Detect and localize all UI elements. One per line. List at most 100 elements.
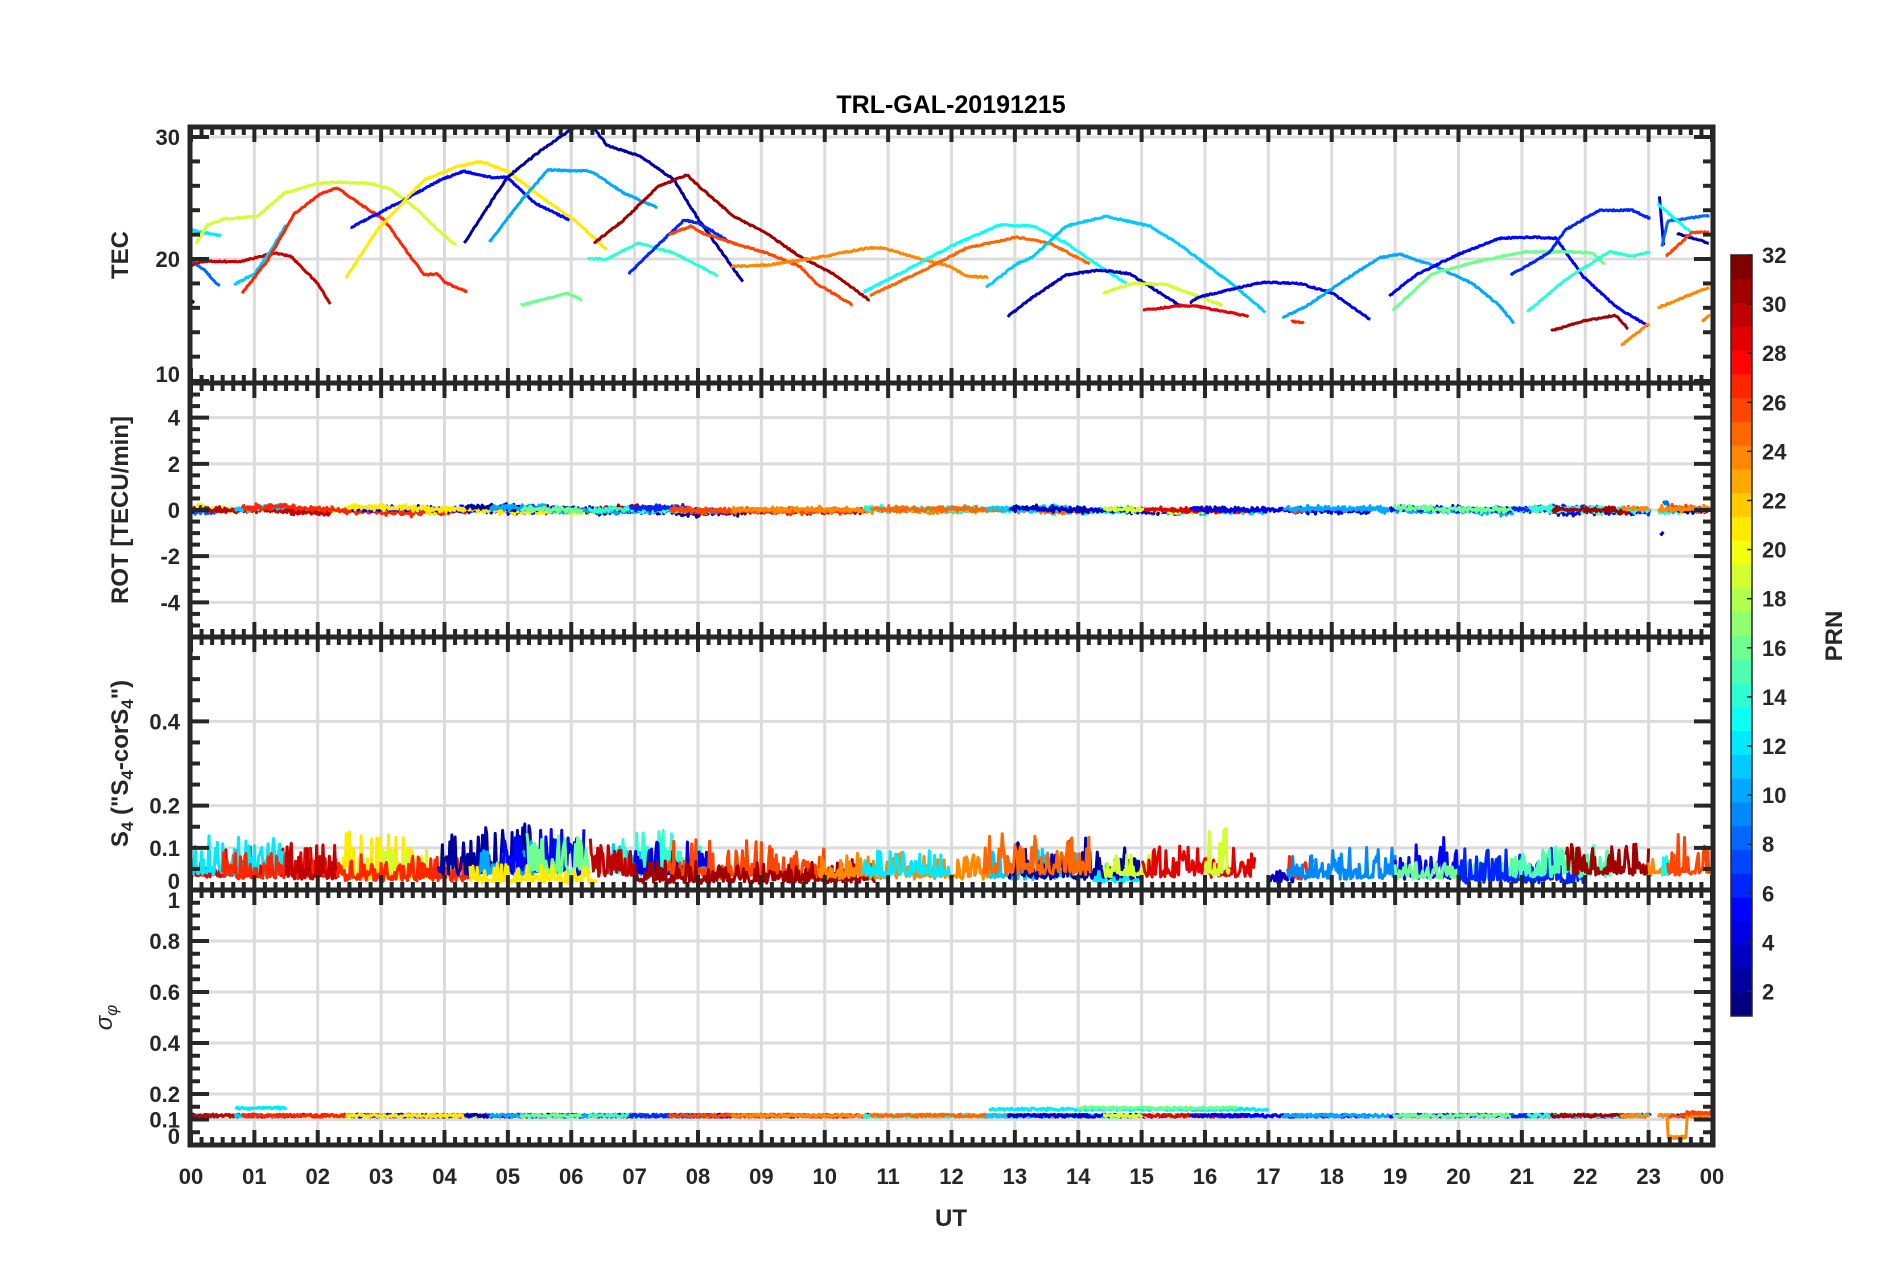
- tec-arc-prn-21: [344, 159, 608, 280]
- colorbar-outline: [1730, 254, 1753, 1017]
- colorbar-band: [1731, 754, 1752, 779]
- y-axis-label-part: 4: [118, 699, 137, 709]
- y-axis-label: σφ: [91, 1005, 121, 1031]
- x-tick-label: 08: [686, 1164, 710, 1189]
- y-tick-label: 0.6: [149, 980, 180, 1005]
- y-tick-label: 20: [156, 247, 180, 272]
- sigma-phi-series-prn-24: [1619, 1112, 1650, 1119]
- tec-arc-prn-16: [1391, 249, 1606, 312]
- colorbar-band: [1731, 801, 1752, 827]
- grid-lines: [191, 127, 1712, 383]
- x-tick-labels: 00 01 02 03 04 05 06 07 08 09 10 11 12 13 14 15 16 17 18 19…: [179, 1164, 1724, 1189]
- x-tick-label: 14: [1066, 1164, 1091, 1189]
- rot-series-prn-31: [1550, 504, 1630, 516]
- tec-arc-prn-24: [1657, 286, 1710, 310]
- colorbar-band: [1731, 278, 1752, 304]
- tec-arc-prn-31: [592, 173, 871, 302]
- y-axis-label: TEC: [107, 231, 134, 279]
- x-tick-label: 20: [1446, 1164, 1470, 1189]
- x-tick-label: 13: [1003, 1164, 1027, 1189]
- x-tick-label: 18: [1320, 1164, 1344, 1189]
- x-tick-label: 04: [432, 1164, 457, 1189]
- series-sigma: [191, 1105, 1712, 1141]
- tec-arc-prn-14: [1526, 249, 1651, 313]
- colorbar-band: [1731, 611, 1752, 636]
- s4-series-prn-21: [468, 862, 598, 885]
- colorbar-band: [1731, 920, 1752, 946]
- chart-title: TRL-GAL-20191215: [836, 91, 1065, 119]
- colorbar-band: [1731, 849, 1752, 874]
- colorbar-band: [1731, 469, 1752, 494]
- y-axis-label-part: S: [107, 831, 134, 847]
- tec-arc-prn-12: [191, 227, 222, 238]
- series-tec: [191, 127, 1711, 347]
- colorbar-band: [1731, 635, 1752, 660]
- tec-arc-prn-11: [985, 214, 1267, 314]
- s4-series-prn-12: [861, 849, 953, 879]
- y-tick-label: 0.4: [149, 709, 180, 734]
- y-tick-label: -4: [160, 590, 180, 615]
- x-tick-label: 01: [242, 1164, 266, 1189]
- tec-arc-prn-11: [233, 224, 288, 287]
- tec-arc-prn-5: [349, 169, 571, 229]
- x-tick-label: 16: [1193, 1164, 1217, 1189]
- y-tick-label: -2: [160, 544, 180, 569]
- colorbar-band: [1731, 683, 1752, 708]
- colorbar-label: PRN: [1821, 611, 1848, 662]
- s4-series-prn-25: [981, 832, 1093, 877]
- x-tick-label: 00: [179, 1164, 203, 1189]
- y-axis-label-part: 4: [118, 770, 137, 780]
- tec-arc-prn-13: [1656, 202, 1694, 235]
- y-tick-label: 2: [168, 452, 180, 477]
- y-tick-label: 0.2: [149, 1082, 180, 1107]
- x-tick-label: 17: [1256, 1164, 1280, 1189]
- y-tick-label: 0: [168, 1124, 180, 1149]
- colorbar-band: [1731, 992, 1752, 1017]
- tec-arc-prn-6: [1509, 208, 1651, 277]
- rot-series-prn-24: [1620, 505, 1650, 512]
- tec-arc-prn-5: [1388, 235, 1649, 328]
- grid-lines: [191, 890, 1712, 1145]
- y-tick-label: 0.4: [149, 1031, 180, 1056]
- tec-arc-prn-6: [627, 218, 731, 275]
- colorbar-band: [1731, 706, 1752, 732]
- y-axis-label-part: φ: [102, 1005, 121, 1016]
- colorbar-band: [1731, 540, 1752, 565]
- colorbar-band: [1731, 564, 1752, 589]
- colorbar-band: [1731, 587, 1752, 613]
- x-tick-label: 03: [369, 1164, 393, 1189]
- colorbar-band: [1731, 255, 1752, 280]
- colorbar-band: [1731, 373, 1752, 399]
- s4-series-prn-2: [436, 822, 535, 877]
- colorbar-band: [1731, 326, 1752, 351]
- s4-series-prn-30: [284, 841, 339, 881]
- tec-arc-prn-2: [1676, 231, 1710, 245]
- y-tick-label: 0.1: [149, 836, 180, 861]
- tec-arc-prn-19: [194, 180, 457, 247]
- tec-arc-prn-26: [1665, 230, 1710, 258]
- sigma-phi-series-prn-31: [1549, 1112, 1630, 1119]
- colorbar-band: [1731, 445, 1752, 470]
- y-axis-label-part: 4: [118, 821, 137, 831]
- tec-arc-prn-16: [520, 291, 583, 307]
- tec-arc-prn-3: [1006, 268, 1180, 318]
- colorbar-tick-label: 22: [1762, 488, 1786, 513]
- colorbar-band: [1731, 873, 1752, 898]
- colorbar-band: [1731, 659, 1752, 684]
- tec-arc-prn-31: [1550, 313, 1629, 333]
- y-tick-label: 0.2: [149, 794, 180, 819]
- colorbar-tick-label: 28: [1762, 341, 1786, 366]
- tec-arc-prn-26: [668, 224, 854, 307]
- tec-arc-prn-29: [1142, 303, 1250, 319]
- colorbar-band: [1731, 421, 1752, 446]
- x-tick-label: 21: [1510, 1164, 1534, 1189]
- y-axis-label-part: ("S: [107, 780, 134, 822]
- x-tick-label: 15: [1129, 1164, 1153, 1189]
- y-axis-label-part: -corS: [107, 709, 134, 770]
- s4-series-prn-9: [1285, 846, 1397, 881]
- grid-lines: [191, 637, 1712, 890]
- y-tick-label: 4: [168, 406, 181, 431]
